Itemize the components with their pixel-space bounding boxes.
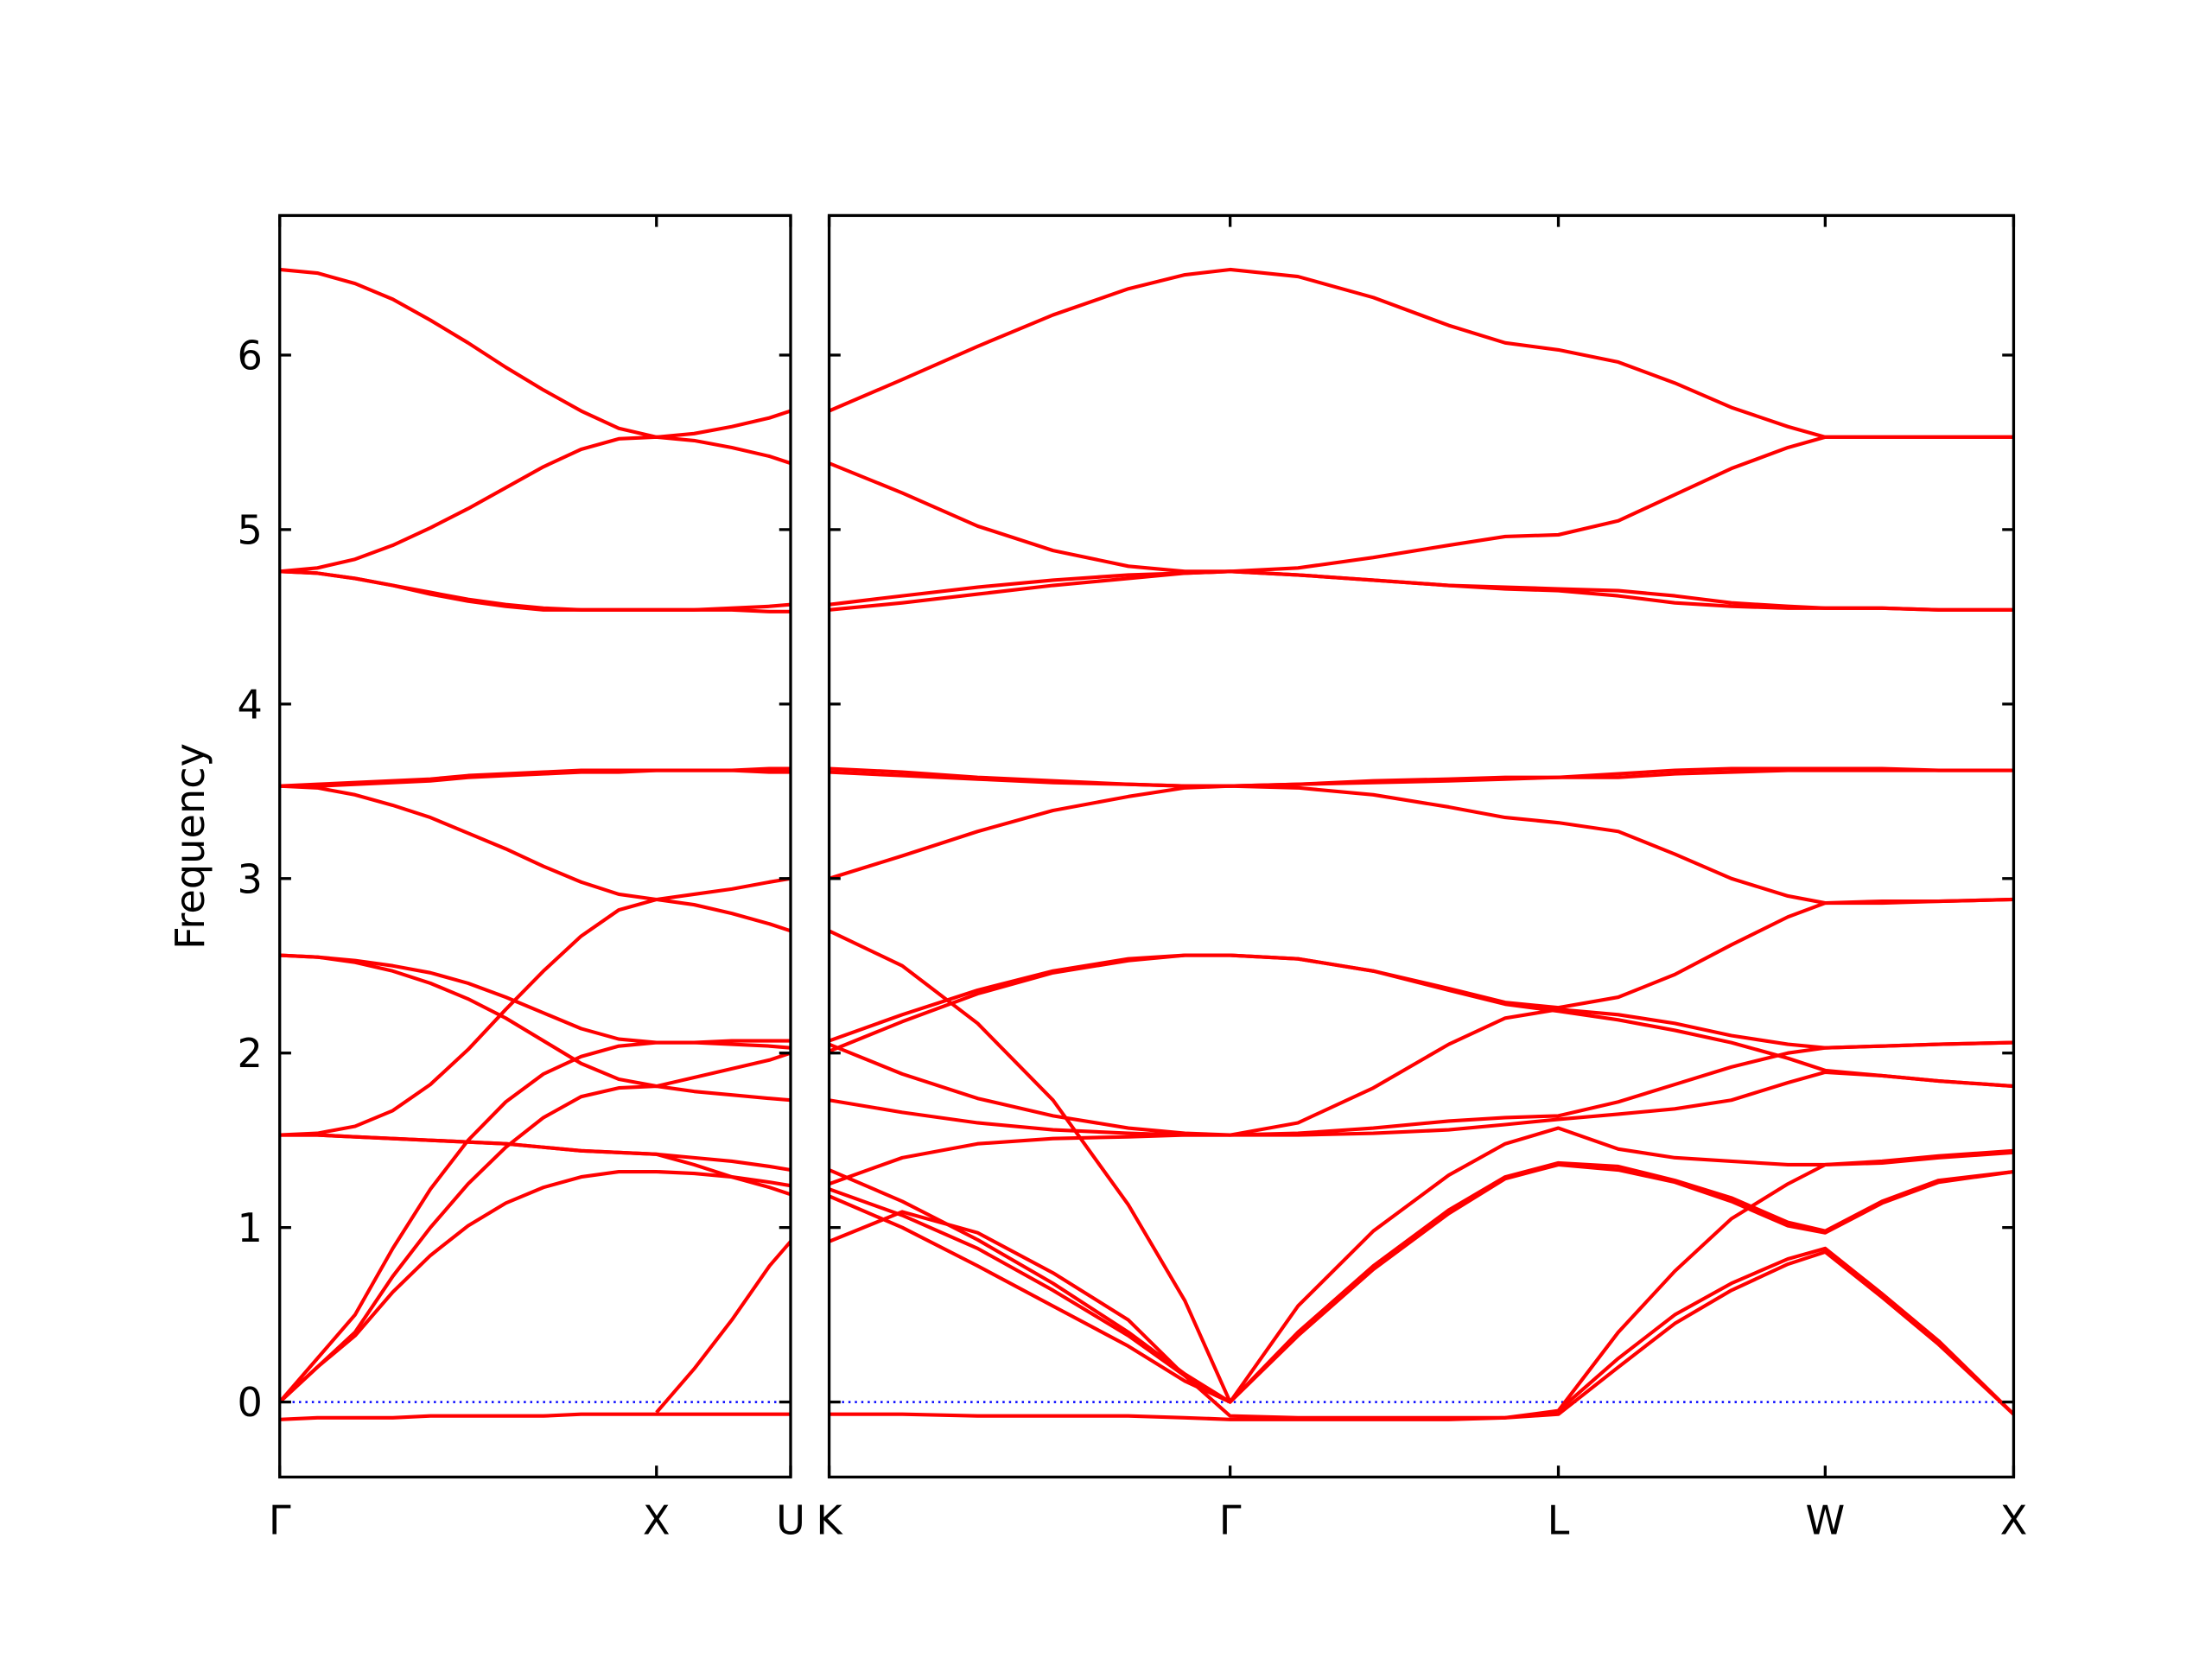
y-tick-label: 2	[237, 1030, 262, 1077]
band-line	[279, 1412, 791, 1421]
band-line	[279, 953, 791, 1045]
y-tick-label: 1	[237, 1205, 262, 1251]
plot-frame	[827, 213, 2016, 1479]
band-line	[279, 569, 791, 613]
band-line	[828, 1070, 2014, 1186]
band-line	[829, 569, 2014, 612]
band-line	[278, 1084, 791, 1404]
band-line	[279, 784, 791, 902]
band-line	[279, 267, 791, 439]
band-line	[279, 897, 791, 1137]
band-line	[279, 1133, 791, 1197]
band-line	[279, 768, 791, 788]
y-tick-label: 0	[237, 1379, 262, 1426]
band-line	[829, 1040, 2014, 1137]
y-tick-label: 4	[237, 681, 262, 728]
x-tick-label: L	[1548, 1497, 1570, 1543]
plot-frame	[278, 213, 792, 1479]
band-line	[279, 435, 791, 574]
band-line	[278, 1169, 791, 1404]
x-tick-label: Γ	[1219, 1497, 1242, 1543]
band-line	[828, 1126, 2014, 1404]
band-line	[828, 1160, 2014, 1404]
band-line	[829, 768, 2014, 788]
y-tick-label: 3	[237, 855, 262, 902]
band-line	[278, 1040, 791, 1403]
x-tick-label: U	[776, 1497, 805, 1543]
band-line	[279, 953, 791, 1089]
band-line	[828, 929, 1232, 1403]
band-line	[1556, 1150, 2014, 1412]
y-tick-label: 5	[237, 506, 262, 553]
x-tick-label: Γ	[269, 1497, 291, 1543]
y-tick-label: 6	[237, 332, 262, 378]
x-tick-label: X	[2000, 1497, 2028, 1543]
band-line	[655, 1240, 792, 1414]
band-line	[828, 953, 2014, 1089]
y-axis-label: Frequency	[167, 743, 213, 950]
band-line	[828, 1162, 2014, 1404]
band-line	[829, 1246, 2015, 1421]
band-line	[828, 267, 2014, 439]
x-tick-label: X	[643, 1497, 671, 1543]
x-tick-label: W	[1805, 1497, 1845, 1543]
x-tick-label: K	[816, 1497, 843, 1543]
band-line	[828, 784, 2014, 906]
band-line	[828, 435, 2014, 574]
